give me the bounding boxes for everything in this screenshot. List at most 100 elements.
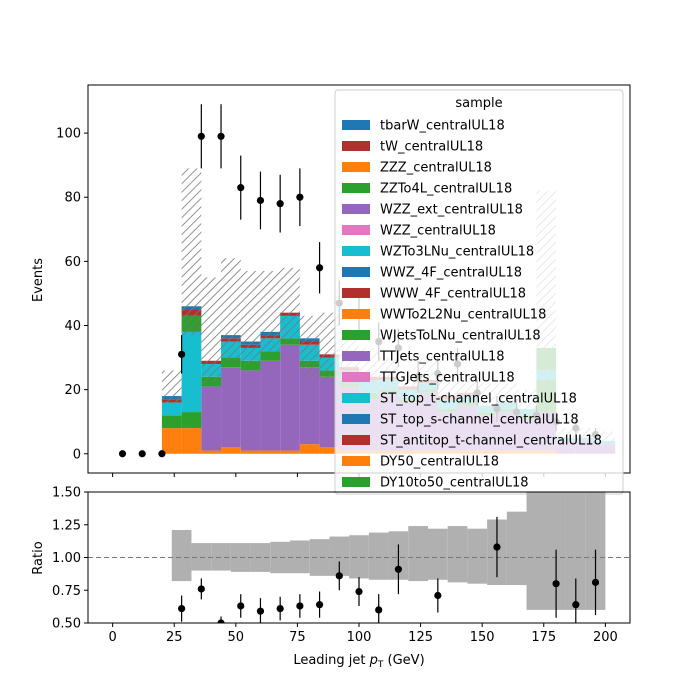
ratio-band-1 [191,543,212,571]
legend-swatch-4 [342,204,370,214]
ratio-point-3 [237,602,245,610]
ratio-xtick-label-3: 75 [289,630,306,645]
ratio-point-10 [375,606,383,614]
stack-bar-1-4 [240,450,261,454]
ratio-point-1 [197,585,205,593]
ratio-band-17 [506,511,527,586]
stack-bar-7-0 [161,415,182,429]
ratio-band-9 [349,535,369,579]
stack-bar-6-2 [201,386,222,451]
legend-swatch-0 [342,120,370,130]
legend-label-16: DY50_centralUL18 [380,455,499,470]
legend: sample tbarW_centralUL18 tW_centralUL18 ZZ… [334,89,624,495]
data-point-0 [118,450,127,458]
stack-bar-11-0 [161,402,182,416]
ratio-point-2 [217,619,225,623]
legend-swatch-14 [342,414,370,424]
ratio-band-0 [171,529,192,582]
ratio-band-15 [467,528,488,584]
main-ytick-label-5: 100 [56,127,81,142]
data-point-1 [138,450,146,458]
legend-swatch-11 [342,351,370,361]
main-ytick-label-1: 20 [64,383,81,398]
stack-bar-6-6 [280,344,300,451]
stack-bar-1-8 [319,447,340,454]
data-point-4 [197,132,205,140]
stack-bar-1-1 [181,428,202,454]
uncertainty-hatch-0 [161,370,182,403]
ratio-band-2 [211,543,231,571]
stack-bar-6-3 [221,367,241,448]
legend-label-4: WZZ_ext_centralUL18 [380,203,523,218]
uncertainty-hatch-3 [221,258,241,361]
ratio-band-18 [526,492,566,610]
ratio-point-13 [493,543,501,551]
ratio-point-6 [296,602,304,610]
ratio-band-6 [290,540,310,574]
legend-label-3: ZZTo4L_centralUL18 [380,182,512,197]
ratio-band-8 [329,536,350,576]
ratio-band-7 [309,539,330,576]
data-point-7 [256,196,265,205]
stack-bar-6-5 [260,360,281,451]
legend-swatch-8 [342,288,370,298]
stack-bar-6-8 [319,376,340,448]
legend-label-12: TTGJets_centralUL18 [379,371,515,386]
ratio-point-9 [355,587,363,596]
legend-label-15: ST_antitop_t-channel_centralUL18 [380,434,602,449]
x-axis-label: Leading jet pT (GeV) [293,653,424,670]
ratio-band-12 [408,526,428,582]
legend-label-14: ST_top_s-channel_centralUL18 [380,413,579,428]
legend-swatch-5 [342,225,370,235]
uncertainty-hatch-6 [280,267,300,345]
ratio-point-0 [178,604,186,613]
legend-label-10: WJetsToLNu_centralUL18 [380,329,541,344]
ratio-band-10 [368,532,389,580]
ratio-ytick-label-1: 0.75 [52,584,81,599]
legend-title: sample [455,96,502,111]
legend-swatch-10 [342,330,370,340]
ratio-ytick-label-0: 0.50 [52,617,81,632]
legend-swatch-2 [342,162,370,172]
legend-box [334,89,624,495]
ratio-band-19 [565,492,586,610]
stack-bar-1-3 [221,447,241,454]
data-point-6 [237,184,245,192]
ratio-plot-panel: 0.50 0.75 1.00 1.25 1.50 0 25 50 75 100 125 150 175… [31,486,631,670]
main-y-axis-label: Events [31,258,46,302]
stack-bar-1-5 [260,450,281,454]
ratio-ytick-label-3: 1.25 [52,518,81,533]
uncertainty-hatch-8 [319,312,340,384]
legend-swatch-1 [342,141,370,151]
data-point-9 [296,193,304,201]
ratio-band-14 [447,526,468,583]
ratio-xtick-label-4: 100 [347,630,372,645]
legend-swatch-6 [342,246,370,256]
legend-label-8: WWW_4F_centralUL18 [380,287,526,302]
stack-bar-6-4 [240,370,261,451]
ratio-xtick-label-8: 200 [593,630,618,645]
main-ytick-label-0: 0 [73,447,81,462]
uncertainty-hatch-5 [260,270,281,352]
ratio-point-7 [315,601,324,609]
ratio-ytick-label-4: 1.50 [52,486,81,501]
data-point-8 [276,200,284,208]
main-ytick-label-3: 60 [64,255,81,270]
legend-label-9: WWTo2L2Nu_centralUL18 [380,308,546,323]
ratio-point-14 [552,580,560,588]
legend-label-1: tW_centralUL18 [380,140,483,155]
ratio-xtick-label-5: 125 [408,630,433,645]
stack-bar-7-4 [240,360,261,371]
ratio-xtick-label-6: 150 [470,630,495,645]
ratio-xtick-label-7: 175 [531,630,556,645]
legend-label-17: DY10to50_centralUL18 [380,476,529,491]
ratio-y-axis-label: Ratio [31,541,46,574]
ratio-ytick-label-2: 1.00 [52,551,81,566]
legend-label-2: ZZZ_centralUL18 [380,161,492,176]
legend-swatch-13 [342,393,370,403]
legend-label-11: TTJets_centralUL18 [379,350,505,365]
ratio-xtick-label-1: 25 [166,630,183,645]
legend-label-5: WZZ_centralUL18 [380,224,496,239]
ratio-point-16 [591,578,600,586]
